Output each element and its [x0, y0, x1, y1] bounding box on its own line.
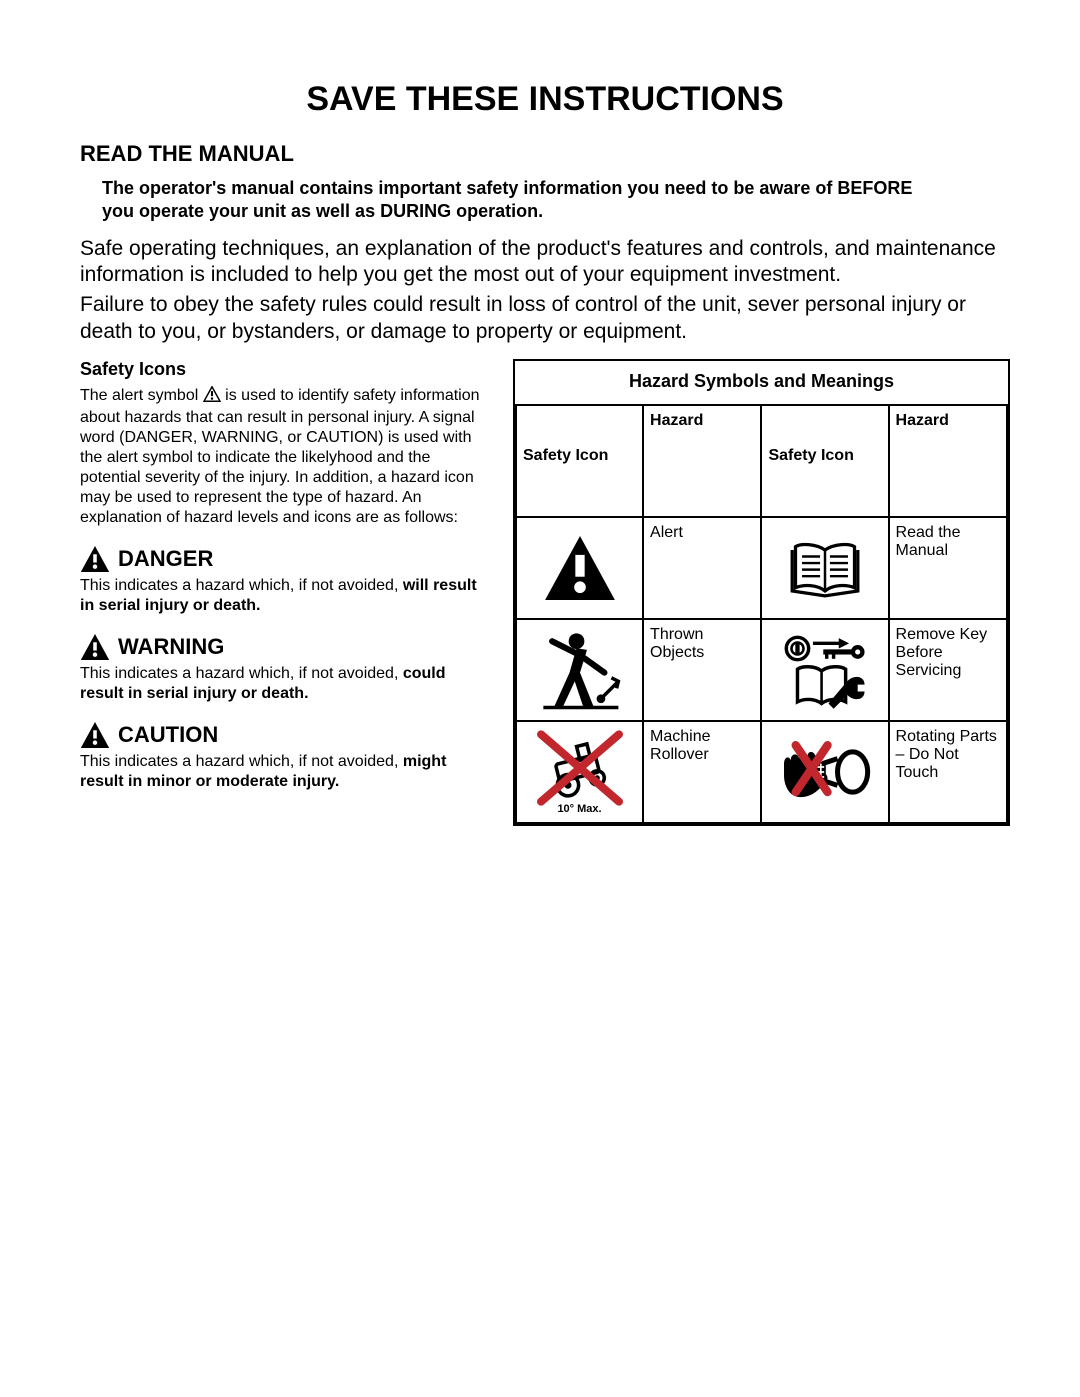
table-header-row: Safety Icon Hazard Safety Icon Hazard — [516, 405, 1007, 517]
danger-label: DANGER — [118, 546, 213, 572]
body-paragraph-2: Failure to obey the safety rules could r… — [80, 292, 1000, 345]
hazard-table: Safety Icon Hazard Safety Icon Hazard Al… — [515, 404, 1008, 824]
th-hazard-1: Hazard — [643, 405, 761, 517]
caution-text: This indicates a hazard which, if not av… — [80, 752, 485, 792]
safety-icons-heading: Safety Icons — [80, 359, 485, 380]
table-row: Thrown Objects — [516, 619, 1007, 721]
two-column-layout: Safety Icons The alert symbol is used to… — [80, 359, 1010, 826]
danger-text: This indicates a hazard which, if not av… — [80, 576, 485, 616]
hazard-table-title: Hazard Symbols and Meanings — [515, 361, 1008, 404]
rotating-parts-icon — [761, 721, 888, 823]
page: SAVE THESE INSTRUCTIONS READ THE MANUAL … — [0, 0, 1080, 1397]
th-hazard-2: Hazard — [889, 405, 1007, 517]
page-title: SAVE THESE INSTRUCTIONS — [80, 80, 1010, 119]
th-safety-icon-1: Safety Icon — [516, 405, 643, 517]
table-row: Alert Read the Manual — [516, 517, 1007, 619]
hazard-table-frame: Hazard Symbols and Meanings Safety Icon … — [513, 359, 1010, 826]
alert-icon — [80, 722, 110, 748]
safety-icons-paragraph: The alert symbol is used to identify saf… — [80, 386, 485, 528]
alert-icon — [80, 546, 110, 572]
hazard-label: Rotating Parts – Do Not Touch — [889, 721, 1007, 823]
safety-icons-text-b: is used to identify safety information a… — [80, 387, 480, 526]
caution-label: CAUTION — [118, 722, 218, 748]
warning-label: WARNING — [118, 634, 224, 660]
caution-heading: CAUTION — [80, 722, 485, 748]
hazard-label: Remove Key Before Servicing — [889, 619, 1007, 721]
remove-key-icon — [761, 619, 888, 721]
th-safety-icon-2: Safety Icon — [761, 405, 888, 517]
machine-rollover-icon: 10° Max. — [516, 721, 643, 823]
alert-icon — [203, 386, 221, 408]
read-manual-heading: READ THE MANUAL — [80, 141, 1010, 167]
hazard-label: Read the Manual — [889, 517, 1007, 619]
hazard-label: Thrown Objects — [643, 619, 761, 721]
alert-icon — [516, 517, 643, 619]
right-column: Hazard Symbols and Meanings Safety Icon … — [513, 359, 1010, 826]
read-manual-icon — [761, 517, 888, 619]
danger-heading: DANGER — [80, 546, 485, 572]
alert-icon — [80, 634, 110, 660]
hazard-label: Machine Rollover — [643, 721, 761, 823]
safety-icons-text-a: The alert symbol — [80, 387, 203, 404]
table-row: 10° Max. Machine Rollover — [516, 721, 1007, 823]
warning-heading: WARNING — [80, 634, 485, 660]
body-paragraph-1: Safe operating techniques, an explanatio… — [80, 236, 1000, 289]
thrown-objects-icon — [516, 619, 643, 721]
hazard-label: Alert — [643, 517, 761, 619]
warning-text: This indicates a hazard which, if not av… — [80, 664, 485, 704]
lead-paragraph: The operator's manual contains important… — [102, 177, 922, 224]
left-column: Safety Icons The alert symbol is used to… — [80, 359, 485, 802]
